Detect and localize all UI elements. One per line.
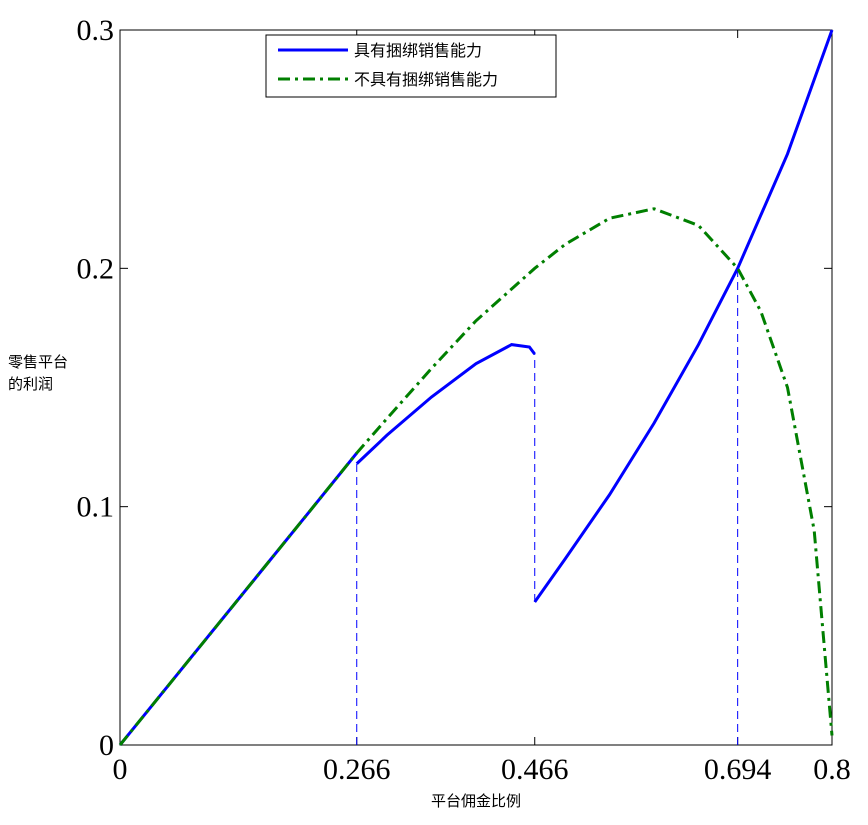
y-tick-label: 0.2 <box>77 252 115 285</box>
y-tick-label: 0.1 <box>77 491 115 524</box>
legend-label: 不具有捆绑销售能力 <box>354 70 498 89</box>
x-tick-label: 0.694 <box>704 753 772 786</box>
y-tick-label: 0 <box>99 729 114 762</box>
x-tick-label: 0.8 <box>813 753 851 786</box>
series-line <box>118 29 834 746</box>
series-line <box>118 207 834 746</box>
x-tick-label: 0 <box>113 753 128 786</box>
x-axis-label: 平台佣金比例 <box>431 792 521 810</box>
x-tick-label: 0.266 <box>323 753 391 786</box>
y-axis-label: 零售平台 <box>8 353 68 371</box>
plot-frame <box>119 29 833 746</box>
y-tick-label: 0.3 <box>77 14 115 47</box>
x-tick-label: 0.466 <box>501 753 569 786</box>
y-axis-label: 的利润 <box>8 375 53 393</box>
legend-label: 具有捆绑销售能力 <box>354 41 482 60</box>
legend-box <box>265 34 557 98</box>
